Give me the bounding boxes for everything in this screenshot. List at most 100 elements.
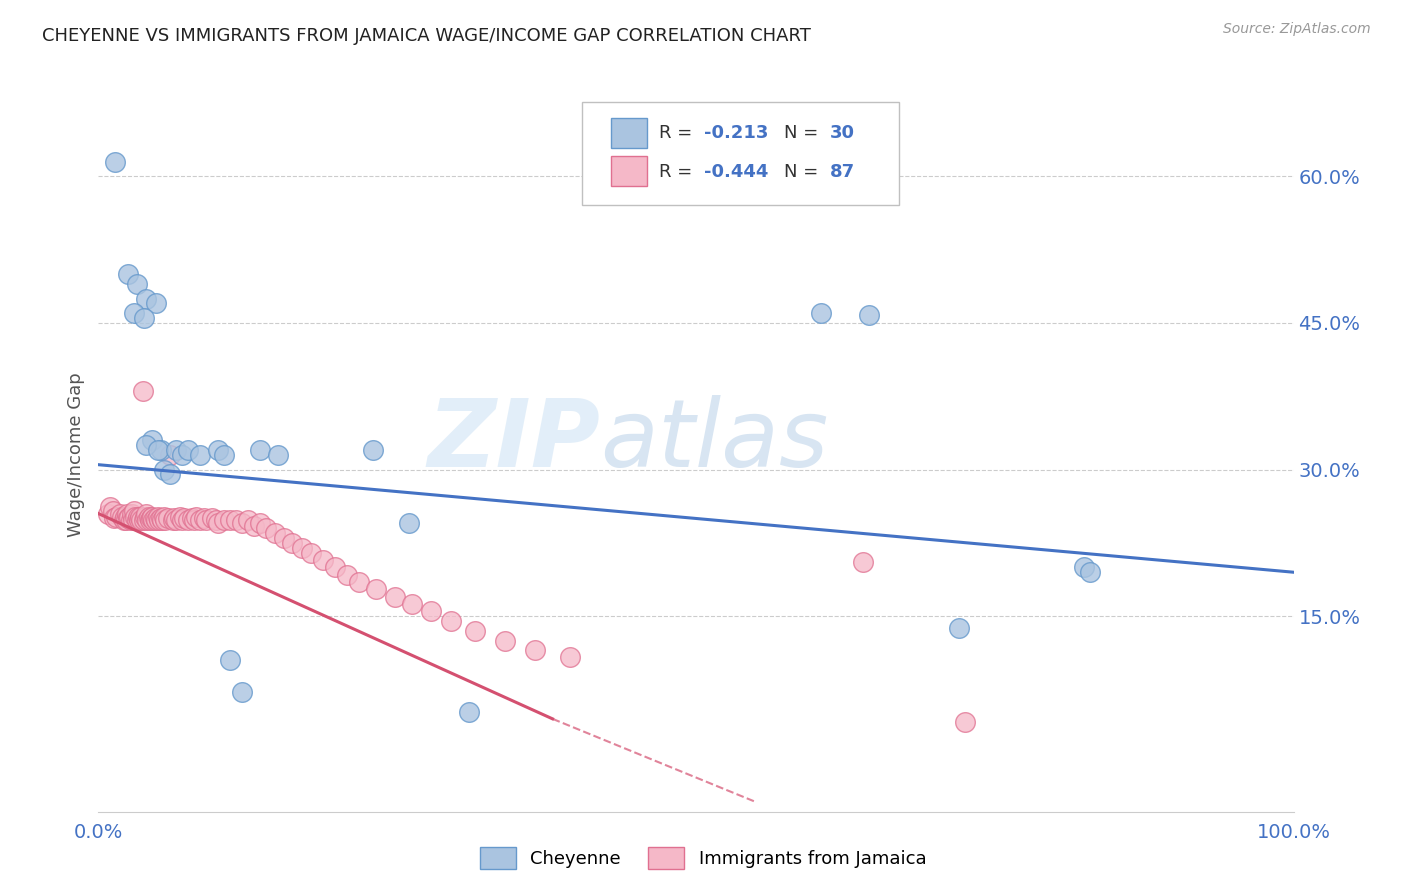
Point [108, 507, 131, 521]
Point [131, 384, 153, 399]
Point [183, 513, 205, 527]
FancyBboxPatch shape [612, 156, 647, 186]
Point [145, 513, 167, 527]
Point [254, 521, 277, 535]
Point [135, 292, 157, 306]
Point [207, 443, 229, 458]
Point [458, 705, 481, 719]
Point [135, 438, 157, 452]
Point [150, 513, 173, 527]
Text: R =: R = [659, 124, 692, 142]
Point [177, 443, 200, 458]
Point [204, 513, 226, 527]
Point [401, 598, 423, 612]
Point [267, 448, 290, 462]
Point [149, 511, 172, 525]
Point [114, 509, 136, 524]
Point [231, 685, 253, 699]
Point [419, 604, 441, 618]
Point [98, 500, 122, 514]
Point [219, 513, 242, 527]
Point [105, 509, 128, 524]
Point [141, 434, 163, 448]
Point [143, 511, 166, 525]
Point [162, 513, 184, 527]
Text: R =: R = [659, 162, 692, 180]
Point [384, 590, 406, 604]
Point [186, 509, 208, 524]
Point [112, 513, 135, 527]
Point [858, 308, 880, 322]
Point [336, 568, 359, 582]
Text: CHEYENNE VS IMMIGRANTS FROM JAMAICA WAGE/INCOME GAP CORRELATION CHART: CHEYENNE VS IMMIGRANTS FROM JAMAICA WAGE… [42, 27, 811, 45]
Point [101, 503, 124, 517]
Point [236, 513, 259, 527]
Point [139, 511, 162, 525]
Point [111, 509, 134, 524]
Point [122, 513, 145, 527]
Point [134, 509, 156, 524]
Point [291, 541, 314, 555]
Point [1073, 560, 1095, 574]
Text: -0.444: -0.444 [704, 162, 769, 180]
Point [464, 624, 486, 638]
Point [948, 621, 970, 635]
Point [153, 462, 176, 476]
Point [225, 513, 247, 527]
Point [169, 509, 191, 524]
Point [810, 306, 832, 320]
Point [148, 509, 170, 524]
Point [281, 536, 304, 550]
Point [142, 513, 165, 527]
Point [125, 513, 148, 527]
Point [132, 311, 155, 326]
FancyBboxPatch shape [612, 118, 647, 148]
Point [136, 513, 159, 527]
Point [347, 574, 370, 589]
Point [172, 448, 194, 462]
Point [249, 443, 271, 458]
Text: 30: 30 [830, 124, 855, 142]
Point [128, 513, 150, 527]
Point [97, 507, 120, 521]
Point [523, 643, 546, 657]
Point [159, 448, 181, 462]
Point [231, 516, 253, 531]
Point [1080, 566, 1102, 580]
Text: -0.213: -0.213 [704, 124, 769, 142]
Point [219, 653, 242, 667]
Point [124, 306, 146, 320]
Point [125, 277, 148, 291]
Point [117, 267, 139, 281]
Point [117, 511, 139, 525]
Point [173, 511, 195, 525]
Point [153, 509, 176, 524]
Point [852, 556, 875, 570]
FancyBboxPatch shape [582, 102, 900, 205]
Point [212, 513, 235, 527]
Point [323, 560, 346, 574]
Point [193, 511, 215, 525]
Point [131, 513, 153, 527]
Point [145, 296, 167, 310]
Point [243, 519, 266, 533]
Point [148, 513, 170, 527]
Point [273, 531, 295, 545]
Point [138, 509, 160, 524]
Text: ZIP: ZIP [427, 394, 600, 487]
Y-axis label: Wage/Income Gap: Wage/Income Gap [66, 373, 84, 537]
Point [139, 513, 162, 527]
Text: Source: ZipAtlas.com: Source: ZipAtlas.com [1223, 22, 1371, 37]
Point [118, 509, 141, 524]
Point [440, 614, 463, 628]
Point [188, 448, 211, 462]
Text: atlas: atlas [600, 395, 828, 486]
Point [120, 513, 142, 527]
Point [141, 509, 163, 524]
Point [103, 511, 125, 525]
Point [155, 513, 177, 527]
Point [177, 513, 200, 527]
Point [132, 513, 155, 527]
Point [165, 443, 187, 458]
Point [953, 714, 976, 729]
